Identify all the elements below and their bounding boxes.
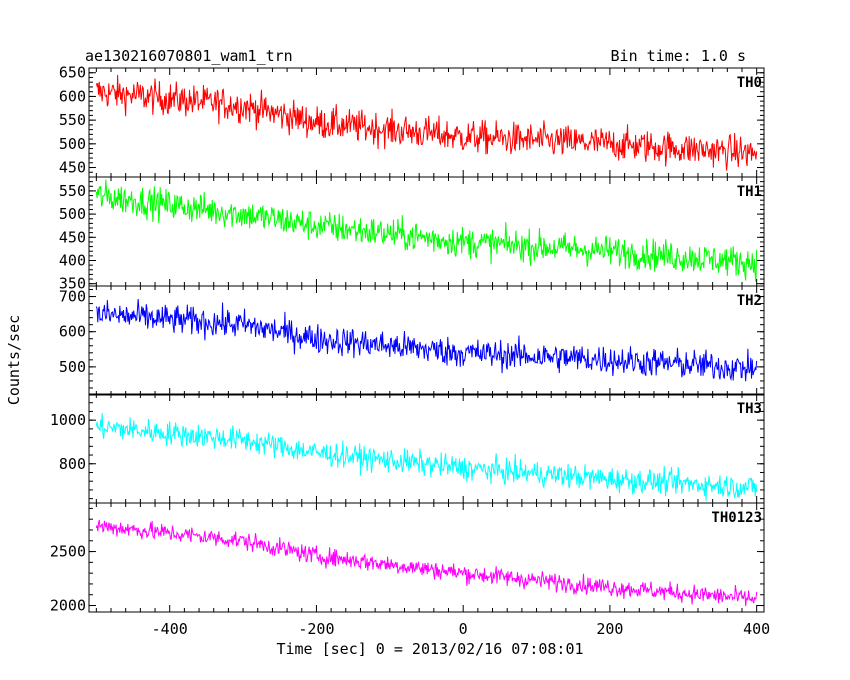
panel-frame — [88, 393, 765, 504]
y-tick-label: 2500 — [50, 543, 86, 561]
y-tick-label: 1000 — [50, 411, 86, 429]
y-tick-label: 2000 — [50, 597, 86, 615]
panel-label-th0123: TH0123 — [711, 510, 762, 526]
panel-label-th0: TH0 — [737, 75, 762, 91]
panel-th1: 350 400 450 500 550 TH1 — [59, 176, 765, 293]
y-tick-label: 600 — [59, 87, 86, 105]
panel-label-th2: TH2 — [737, 293, 762, 309]
x-tick-label: 0 — [459, 620, 468, 638]
series-line-th3 — [95, 413, 758, 501]
panel-frame — [88, 502, 765, 613]
y-tick-label: 550 — [59, 111, 86, 129]
y-tick-label: 650 — [59, 64, 86, 82]
y-axis-label: Counts/sec — [5, 315, 23, 405]
plot-title: ae130216070801_wam1_trn — [85, 47, 293, 65]
y-tick-label: 600 — [59, 323, 86, 341]
x-tick-label: 200 — [596, 620, 623, 638]
x-axis-label: Time [sec] 0 = 2013/02/16 07:08:01 — [276, 640, 583, 658]
panel-label-th3: TH3 — [737, 401, 762, 417]
panel-label-th1: TH1 — [737, 184, 762, 200]
panel-th0123: 2000 2500 TH0123 — [50, 502, 765, 615]
panel-th0: 450 500 550 600 650 TH0 — [59, 64, 765, 178]
y-tick-label: 500 — [59, 135, 86, 153]
y-tick-label: 500 — [59, 358, 86, 376]
panel-frame — [88, 176, 765, 287]
series-line-th1 — [95, 179, 758, 282]
panels-group: 450 500 550 600 650 TH0 350 400 450 500 550 TH1 500 6… — [50, 64, 770, 638]
series-line-th0 — [95, 74, 758, 171]
x-tick-label: -400 — [152, 620, 188, 638]
y-tick-label: 450 — [59, 228, 86, 246]
y-tick-label: 550 — [59, 182, 86, 200]
y-tick-label: 400 — [59, 251, 86, 269]
x-tick-label: 400 — [743, 620, 770, 638]
y-tick-label: 800 — [59, 455, 86, 473]
series-line-th0123 — [95, 519, 758, 607]
series-line-th2 — [95, 299, 758, 382]
y-tick-label: 450 — [59, 159, 86, 177]
y-tick-label: 350 — [59, 275, 86, 293]
panel-th3: 800 1000 TH3 — [50, 393, 765, 504]
bin-time-label: Bin time: 1.0 s — [611, 47, 746, 65]
y-tick-label: 700 — [59, 288, 86, 306]
y-tick-label: 500 — [59, 205, 86, 223]
panel-frame — [88, 285, 765, 396]
x-tick-label: -200 — [298, 620, 334, 638]
panel-th2: 500 600 700 TH2 — [59, 285, 765, 396]
